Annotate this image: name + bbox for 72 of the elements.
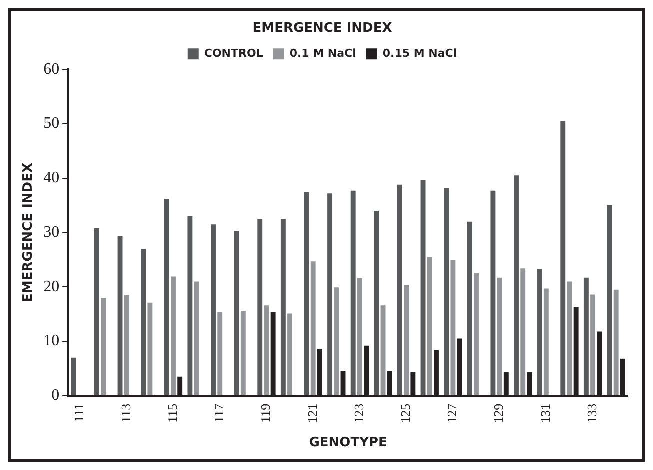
y-axis-title: EMERGENCE INDEX (21, 163, 36, 302)
bar (490, 190, 496, 396)
x-tick-label: 125 (398, 404, 413, 424)
bar (264, 306, 270, 396)
x-tick-label: 119 (258, 404, 274, 423)
bar (357, 278, 362, 396)
bar (118, 236, 123, 396)
y-tick-label: 0 (52, 387, 60, 404)
y-tick-label: 50 (44, 115, 60, 132)
bar (537, 269, 542, 396)
bar (218, 312, 223, 396)
bar (607, 206, 612, 396)
bar (304, 192, 310, 396)
bar (240, 311, 246, 396)
bar (397, 184, 402, 396)
bar (444, 188, 450, 396)
x-tick-label: 127 (444, 403, 460, 424)
y-tick-label: 20 (44, 278, 60, 296)
x-tick-label: 115 (164, 404, 180, 423)
bar (328, 194, 333, 396)
bar (380, 306, 386, 396)
bar (497, 278, 502, 396)
bar (71, 358, 76, 396)
bar (310, 262, 316, 396)
bar (288, 314, 293, 396)
x-tick-label: 131 (538, 404, 553, 424)
bar (94, 228, 100, 396)
legend-label: 0.15 M NaCl (382, 46, 458, 60)
bar (474, 272, 479, 396)
bar (467, 222, 472, 396)
bar (520, 268, 526, 396)
bar (164, 199, 170, 396)
bar (101, 298, 106, 396)
legend-label: CONTROL (204, 46, 264, 60)
bar (590, 294, 596, 396)
bar (404, 284, 410, 396)
x-tick-label: 129 (491, 404, 506, 424)
bar (584, 278, 589, 396)
legend-label: 0.1 M NaCl (290, 46, 356, 60)
bar (141, 249, 146, 396)
bar (614, 290, 619, 396)
bar (514, 176, 519, 396)
x-tick-label: 133 (584, 404, 600, 424)
x-axis-title: GENOTYPE (309, 436, 388, 451)
bar (420, 180, 426, 396)
bar (450, 260, 456, 396)
bar (334, 288, 340, 396)
x-tick-label: 121 (304, 404, 320, 424)
bar (567, 282, 572, 396)
x-tick-label: 117 (212, 403, 227, 423)
bar (124, 295, 130, 396)
y-tick-label: 40 (44, 170, 60, 187)
bar (188, 216, 193, 396)
bar (560, 121, 566, 396)
x-tick-label: 123 (351, 404, 366, 424)
bar (234, 231, 240, 396)
bar (148, 302, 153, 396)
bar (211, 224, 216, 396)
bar (258, 219, 263, 396)
bar (544, 288, 549, 396)
y-tick-label: 30 (44, 224, 60, 241)
bar (350, 190, 356, 396)
bar (171, 276, 176, 396)
y-tick-label: 10 (44, 332, 60, 350)
bar (280, 219, 286, 396)
x-tick-label: 111 (72, 404, 87, 422)
chart-title: EMERGENCE INDEX (252, 21, 392, 36)
bar (194, 282, 200, 396)
bar (427, 257, 432, 396)
y-tick-label: 60 (44, 60, 60, 78)
x-tick-label: 113 (118, 404, 134, 423)
bar (374, 210, 380, 396)
